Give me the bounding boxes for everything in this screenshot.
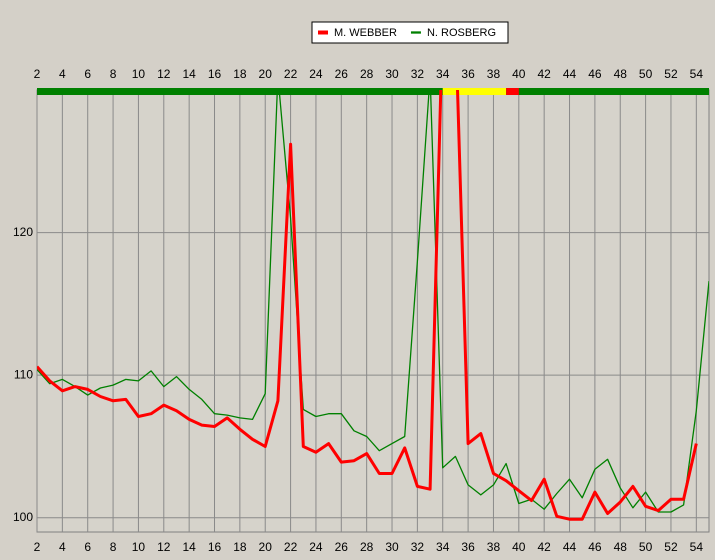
y-tick-label: 100 xyxy=(13,510,33,524)
x-tick-label-bottom: 48 xyxy=(614,540,628,554)
x-tick-label-top: 24 xyxy=(309,67,323,81)
x-tick-label-top: 12 xyxy=(157,67,171,81)
legend-label: N. ROSBERG xyxy=(427,27,496,39)
x-tick-label-bottom: 30 xyxy=(385,540,399,554)
x-tick-label-bottom: 16 xyxy=(208,540,222,554)
x-tick-label-top: 16 xyxy=(208,67,222,81)
legend-box xyxy=(311,21,509,44)
x-tick-label-bottom: 50 xyxy=(639,540,653,554)
x-tick-label-bottom: 6 xyxy=(84,540,91,554)
x-tick-label-bottom: 24 xyxy=(309,540,323,554)
x-tick-label-top: 18 xyxy=(233,67,247,81)
x-tick-label-top: 10 xyxy=(132,67,146,81)
x-tick-label-top: 28 xyxy=(360,67,374,81)
status-segment xyxy=(506,88,519,95)
x-tick-label-bottom: 22 xyxy=(284,540,298,554)
x-tick-label-top: 14 xyxy=(182,67,196,81)
x-tick-label-bottom: 32 xyxy=(411,540,425,554)
x-tick-label-top: 44 xyxy=(563,67,577,81)
x-tick-label-top: 50 xyxy=(639,67,653,81)
x-tick-label-bottom: 54 xyxy=(690,540,704,554)
x-tick-label-bottom: 52 xyxy=(664,540,678,554)
x-tick-label-top: 52 xyxy=(664,67,678,81)
x-tick-label-top: 36 xyxy=(461,67,475,81)
x-tick-label-top: 40 xyxy=(512,67,526,81)
x-tick-label-top: 30 xyxy=(385,67,399,81)
x-tick-label-bottom: 46 xyxy=(588,540,602,554)
x-tick-label-bottom: 40 xyxy=(512,540,526,554)
x-tick-label-bottom: 14 xyxy=(182,540,196,554)
x-tick-label-top: 2 xyxy=(34,67,41,81)
x-tick-label-bottom: 34 xyxy=(436,540,450,554)
series-line xyxy=(37,90,709,513)
x-tick-label-top: 34 xyxy=(436,67,450,81)
x-tick-label-top: 32 xyxy=(411,67,425,81)
x-tick-label-top: 54 xyxy=(690,67,704,81)
status-segment xyxy=(442,88,507,95)
series-line xyxy=(37,90,698,521)
x-tick-label-top: 20 xyxy=(259,67,273,81)
x-tick-label-bottom: 26 xyxy=(335,540,349,554)
x-tick-label-top: 4 xyxy=(59,67,66,81)
x-tick-label-bottom: 28 xyxy=(360,540,374,554)
x-tick-label-bottom: 36 xyxy=(461,540,475,554)
x-tick-label-bottom: 4 xyxy=(59,540,66,554)
x-tick-label-bottom: 2 xyxy=(34,540,41,554)
y-tick-label: 110 xyxy=(14,367,33,381)
legend-label: M. WEBBER xyxy=(334,27,397,39)
x-tick-label-top: 26 xyxy=(335,67,349,81)
status-bar xyxy=(37,88,709,95)
x-tick-label-bottom: 8 xyxy=(110,540,117,554)
x-tick-label-bottom: 10 xyxy=(132,540,146,554)
x-tick-label-bottom: 18 xyxy=(233,540,247,554)
x-tick-label-bottom: 20 xyxy=(259,540,273,554)
y-tick-label: 120 xyxy=(13,225,33,239)
x-tick-label-bottom: 44 xyxy=(563,540,577,554)
x-tick-label-bottom: 12 xyxy=(157,540,171,554)
x-tick-label-top: 46 xyxy=(588,67,602,81)
x-tick-label-top: 22 xyxy=(284,67,298,81)
x-tick-label-bottom: 38 xyxy=(487,540,501,554)
x-tick-label-top: 38 xyxy=(487,67,501,81)
x-tick-label-top: 6 xyxy=(84,67,91,81)
x-tick-label-top: 42 xyxy=(537,67,551,81)
plot-area xyxy=(36,89,710,533)
legend: M. WEBBER N. ROSBERG xyxy=(311,21,509,44)
x-tick-label-top: 48 xyxy=(614,67,628,81)
x-tick-label-bottom: 42 xyxy=(537,540,551,554)
x-tick-label-top: 8 xyxy=(110,67,117,81)
